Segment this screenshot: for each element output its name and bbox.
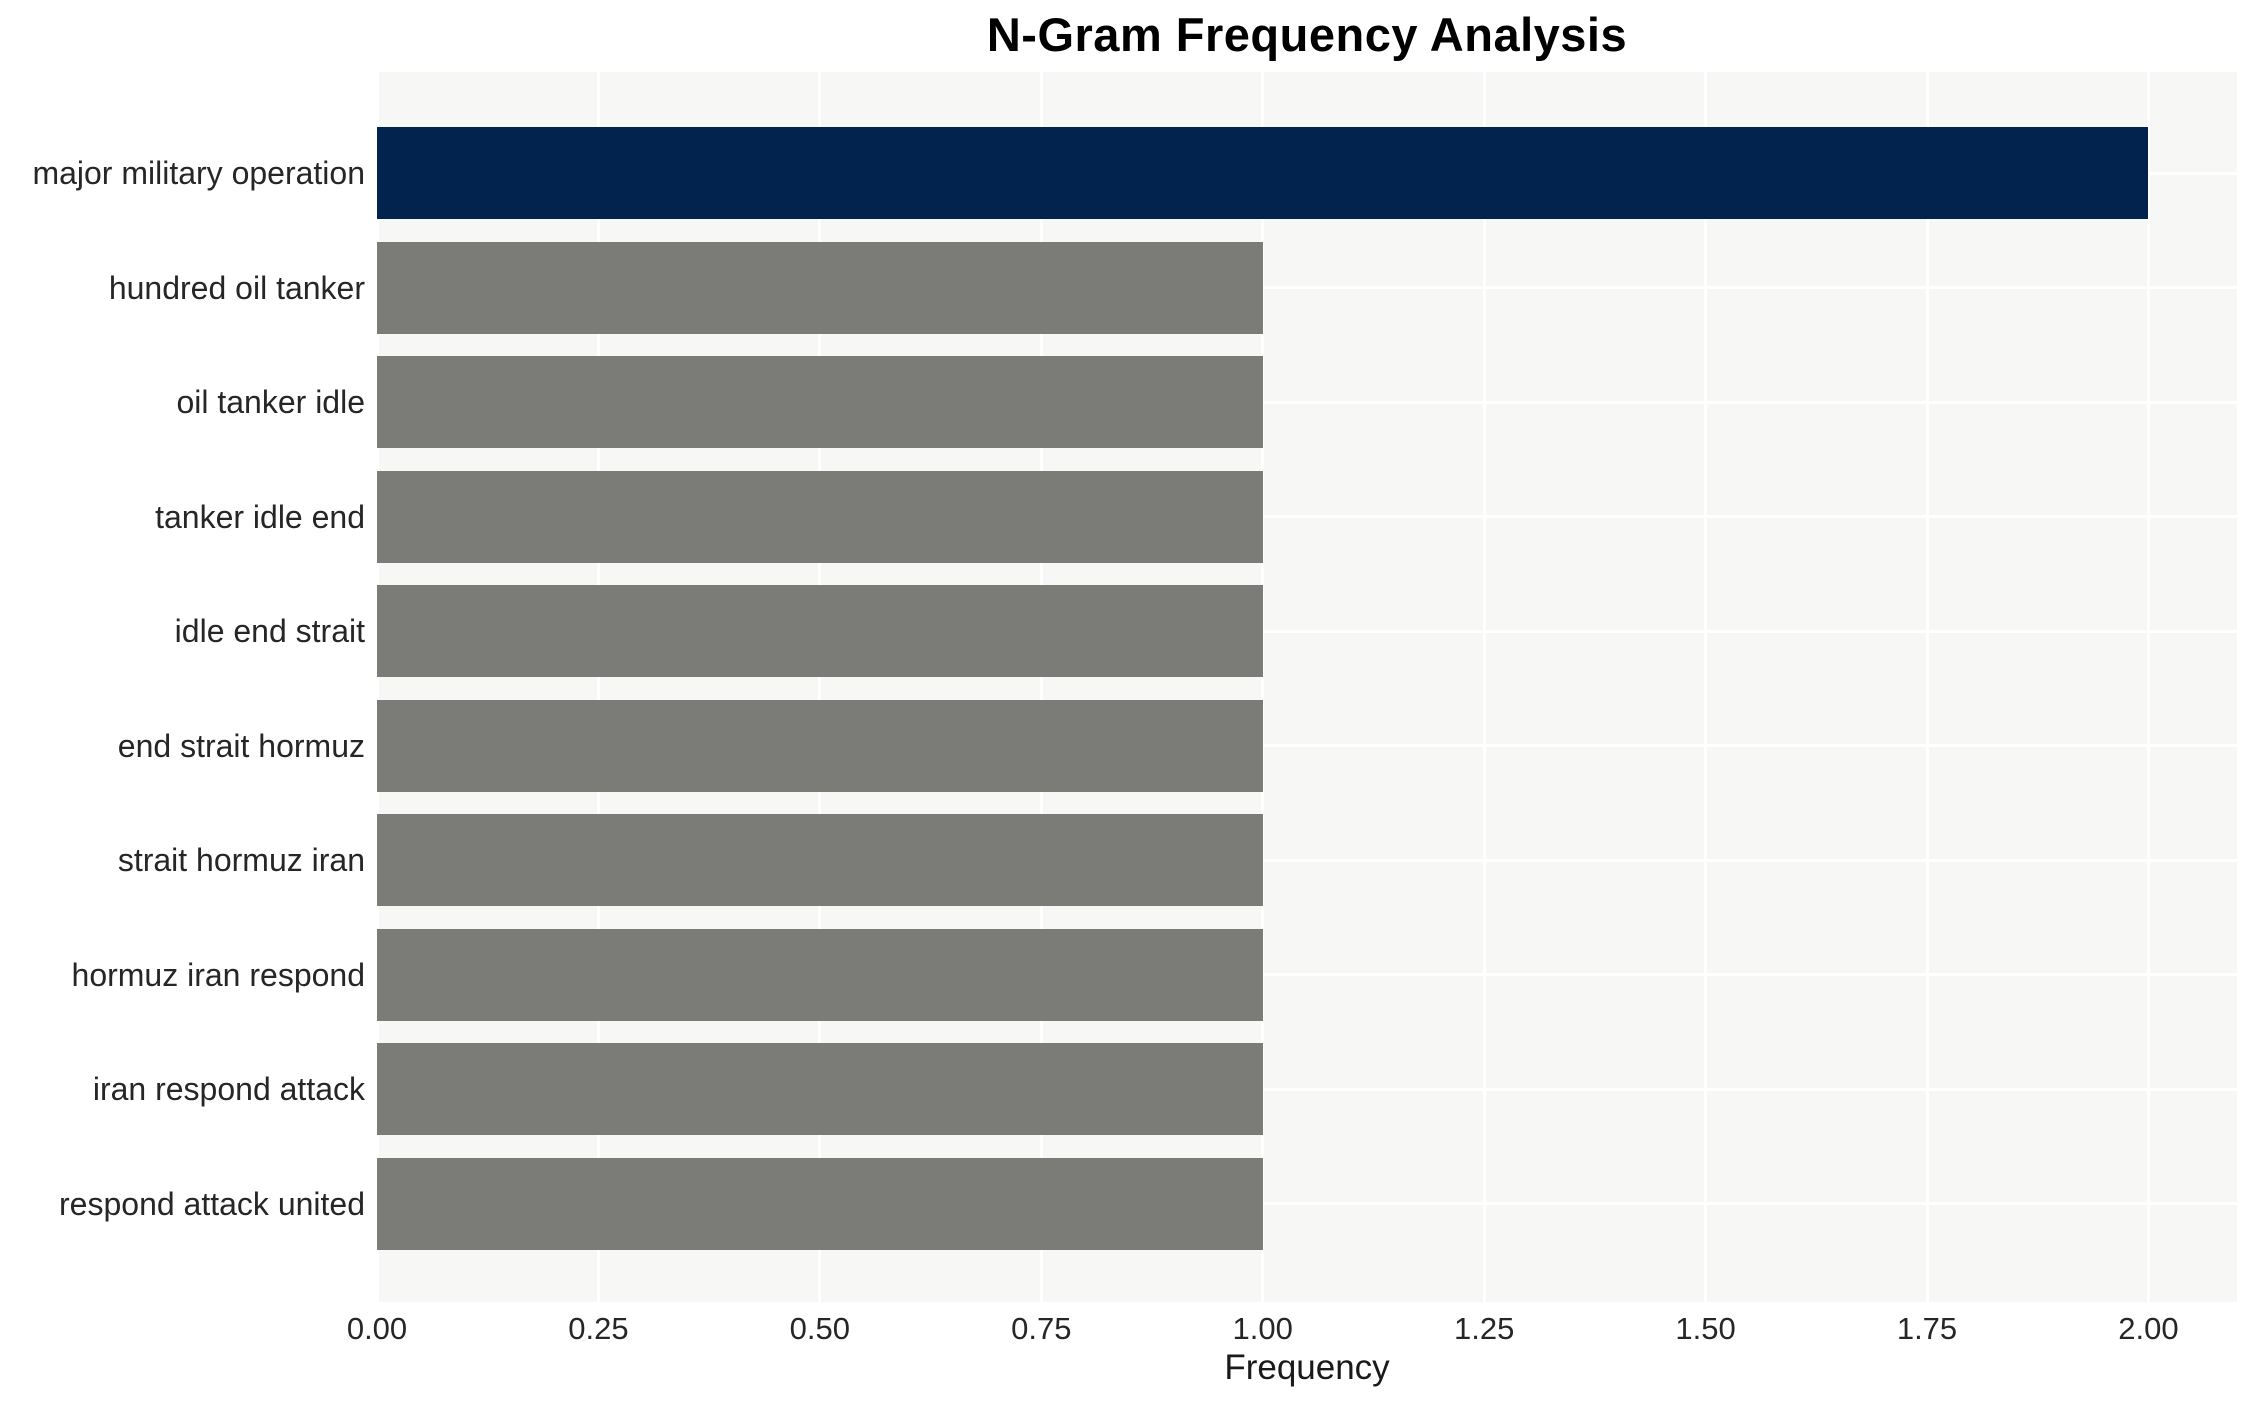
x-gridline-1.00 — [1261, 72, 1265, 1302]
y-tick-label: end strait hormuz — [117, 727, 365, 764]
x-tick-label: 0.75 — [1011, 1311, 1072, 1346]
bar-respond-attack-united — [377, 1157, 1263, 1250]
y-gridline — [377, 400, 2237, 404]
y-tick-label: tanker idle end — [155, 498, 365, 535]
bar-oil-tanker-idle — [377, 356, 1263, 449]
y-gridline — [377, 1087, 2237, 1091]
y-gridline — [377, 973, 2237, 977]
x-tick-label: 1.75 — [1896, 1311, 1958, 1346]
y-gridline — [377, 1202, 2237, 1206]
y-gridline — [377, 629, 2237, 633]
x-gridline-1.25 — [1482, 72, 1486, 1302]
y-tick-label: idle end strait — [174, 613, 365, 650]
x-gridline-1.50 — [1704, 72, 1708, 1302]
bar-idle-end-strait — [377, 585, 1263, 678]
bar-hormuz-iran-respond — [377, 928, 1263, 1021]
x-tick-label: 0.50 — [789, 1311, 851, 1346]
bar-major-military-operation — [377, 127, 2149, 219]
bar-tanker-idle-end — [377, 470, 1263, 563]
x-tick-label: 2.00 — [2118, 1311, 2179, 1346]
y-tick-label: strait hormuz iran — [117, 842, 365, 879]
x-gridline-0.00 — [377, 72, 379, 1302]
x-tick-label: 1.00 — [1232, 1311, 1293, 1346]
y-gridline — [377, 286, 2237, 290]
y-gridline — [377, 744, 2237, 748]
x-gridline-0.50 — [818, 72, 822, 1302]
x-tick-label: 1.25 — [1453, 1311, 1515, 1346]
y-tick-label: major military operation — [32, 155, 365, 191]
x-tick-label: 1.50 — [1675, 1311, 1736, 1346]
x-gridline-0.25 — [596, 72, 600, 1302]
x-tick-label: 0.00 — [346, 1311, 408, 1346]
x-tick-label: 0.25 — [568, 1311, 629, 1346]
bar-iran-respond-attack — [377, 1043, 1263, 1136]
y-tick-label: hormuz iran respond — [71, 956, 365, 993]
y-tick-label: hundred oil tanker — [108, 269, 365, 306]
x-axis-label: Frequency — [1224, 1348, 1390, 1387]
bar-hundred-oil-tanker — [377, 241, 1263, 334]
y-gridline — [377, 515, 2237, 519]
chart-title: N-Gram Frequency Analysis — [986, 8, 1628, 61]
x-gridline-1.75 — [1925, 72, 1929, 1302]
y-tick-label: respond attack united — [59, 1185, 365, 1222]
bar-strait-hormuz-iran — [377, 814, 1263, 907]
plot-area — [377, 72, 2237, 1302]
y-gridline — [377, 858, 2237, 862]
bar-end-strait-hormuz — [377, 699, 1263, 792]
x-gridline-2.00 — [2146, 72, 2150, 1302]
y-tick-label: iran respond attack — [92, 1071, 365, 1108]
x-gridline-0.75 — [1039, 72, 1043, 1302]
y-tick-label: oil tanker idle — [176, 384, 365, 421]
